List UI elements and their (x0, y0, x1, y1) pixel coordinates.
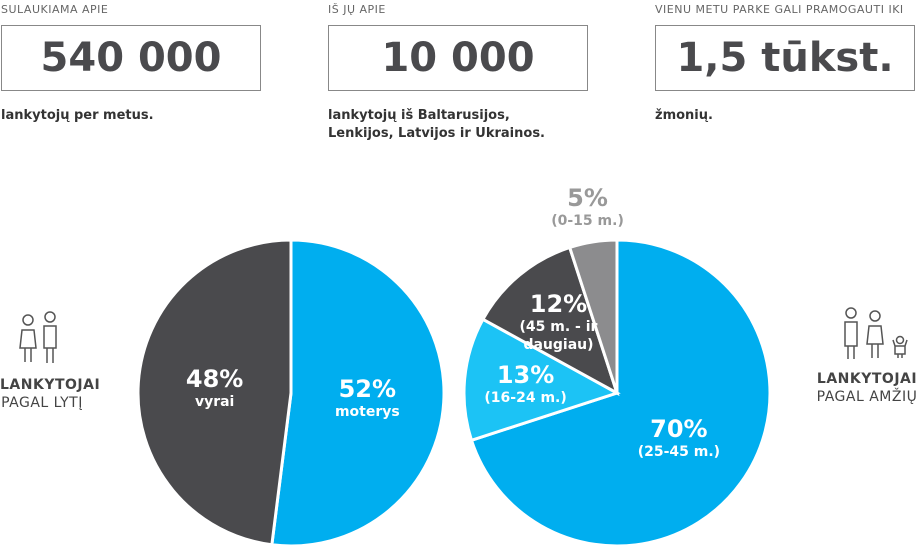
side-label: LANKYTOJAI PAGAL LYTĮ (0, 376, 101, 412)
slice-value: 13% (496, 361, 555, 390)
slice-label: 13% (16-24 m.) (481, 361, 571, 407)
slice-label: 70% (25-45 m.) (614, 415, 744, 461)
stat-value: 1,5 tūkst. (655, 25, 915, 91)
stat-label: VIENU METU PARKE GALI PRAMOGAUTI IKI (655, 3, 904, 16)
age-icon (844, 307, 908, 359)
slice-label: 52% moterys (302, 375, 432, 421)
slice-value: 70% (650, 414, 708, 443)
gender-icon (19, 311, 57, 363)
slice-name: (45 m. - ir daugiau) (519, 319, 598, 354)
chart-title: LANKYTOJAI (0, 377, 101, 393)
slice-name: (0-15 m.) (551, 213, 624, 230)
stat-caption: lankytojų iš Baltarusijos, Lenkijos, Lat… (328, 108, 545, 141)
slice-label: 48% vyrai (150, 365, 280, 411)
slice-name: moterys (334, 403, 400, 420)
slice-name: vyrai (194, 394, 235, 411)
chart-title: LANKYTOJAI (816, 371, 918, 387)
pie-slice (567, 238, 619, 394)
slice-value: 48% (185, 365, 244, 394)
slice-value: 12% (529, 290, 588, 319)
stat-caption: žmonių. (655, 108, 713, 123)
pie-slice (469, 238, 772, 547)
stat-label: IŠ JŲ APIE (328, 3, 386, 16)
pie-slice (136, 238, 293, 547)
slice-value: 52% (338, 374, 397, 403)
slice-label: 5% (0-15 m.) (543, 184, 633, 230)
pie-slice (270, 238, 446, 547)
slice-value: 5% (567, 184, 608, 213)
slice-name: (25-45 m.) (637, 443, 721, 460)
slice-label: 12% (45 m. - ir daugiau) (513, 290, 603, 354)
stat-value: 540 000 (1, 25, 261, 91)
side-label: LANKYTOJAI PAGAL AMŽIŲ (812, 370, 922, 406)
pie-slice (462, 317, 621, 443)
slice-name: (16-24 m.) (484, 390, 567, 407)
stat-caption: lankytojų per metus. (1, 108, 154, 123)
chart-subtitle: PAGAL LYTĮ (1, 395, 83, 411)
stat-label: SULAUKIAMA APIE (1, 3, 109, 16)
pie-slice (480, 245, 620, 397)
stat-value: 10 000 (328, 25, 588, 91)
chart-subtitle: PAGAL AMŽIŲ (816, 389, 918, 405)
